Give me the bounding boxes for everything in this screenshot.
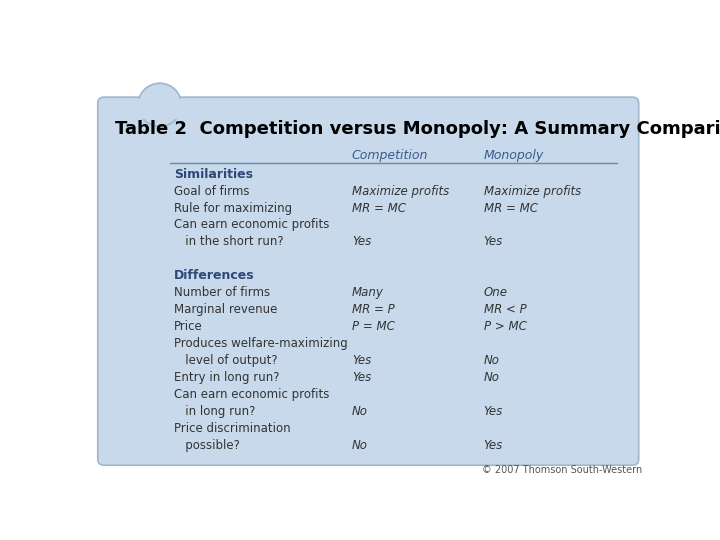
Text: Differences: Differences [174,269,254,282]
Text: P > MC: P > MC [484,320,526,333]
FancyBboxPatch shape [98,97,639,465]
Text: Entry in long run?: Entry in long run? [174,371,279,384]
FancyBboxPatch shape [107,99,223,119]
Text: One: One [484,286,508,299]
Text: Price: Price [174,320,202,333]
Text: in the short run?: in the short run? [174,235,284,248]
Text: Can earn economic profits: Can earn economic profits [174,388,329,401]
Text: Yes: Yes [484,438,503,451]
Text: P = MC: P = MC [352,320,395,333]
Text: Maximize profits: Maximize profits [352,185,449,198]
Text: Similarities: Similarities [174,167,253,181]
Text: Table 2  Competition versus Monopoly: A Summary Comparison: Table 2 Competition versus Monopoly: A S… [114,120,720,138]
Text: MR < P: MR < P [484,303,526,316]
Text: MR = P: MR = P [352,303,395,316]
Text: Yes: Yes [352,371,372,384]
Text: in long run?: in long run? [174,405,255,418]
Text: Marginal revenue: Marginal revenue [174,303,277,316]
Text: Yes: Yes [352,354,372,367]
Text: Goal of firms: Goal of firms [174,185,249,198]
Text: Yes: Yes [484,235,503,248]
Text: Yes: Yes [352,235,372,248]
Text: MR = MC: MR = MC [484,201,538,214]
Text: level of output?: level of output? [174,354,277,367]
Text: No: No [484,371,500,384]
Text: MR = MC: MR = MC [352,201,406,214]
Text: Yes: Yes [484,405,503,418]
Text: No: No [352,405,368,418]
Text: Maximize profits: Maximize profits [484,185,581,198]
Text: Price discrimination: Price discrimination [174,422,290,435]
Text: No: No [352,438,368,451]
Text: Number of firms: Number of firms [174,286,270,299]
Text: Produces welfare-maximizing: Produces welfare-maximizing [174,337,348,350]
Text: Competition: Competition [352,149,428,162]
Text: Can earn economic profits: Can earn economic profits [174,219,329,232]
Circle shape [138,83,181,126]
Text: Many: Many [352,286,384,299]
Text: No: No [484,354,500,367]
Text: Monopoly: Monopoly [484,149,544,162]
Text: possible?: possible? [174,438,240,451]
Text: © 2007 Thomson South-Western: © 2007 Thomson South-Western [482,465,642,475]
Text: Rule for maximizing: Rule for maximizing [174,201,292,214]
